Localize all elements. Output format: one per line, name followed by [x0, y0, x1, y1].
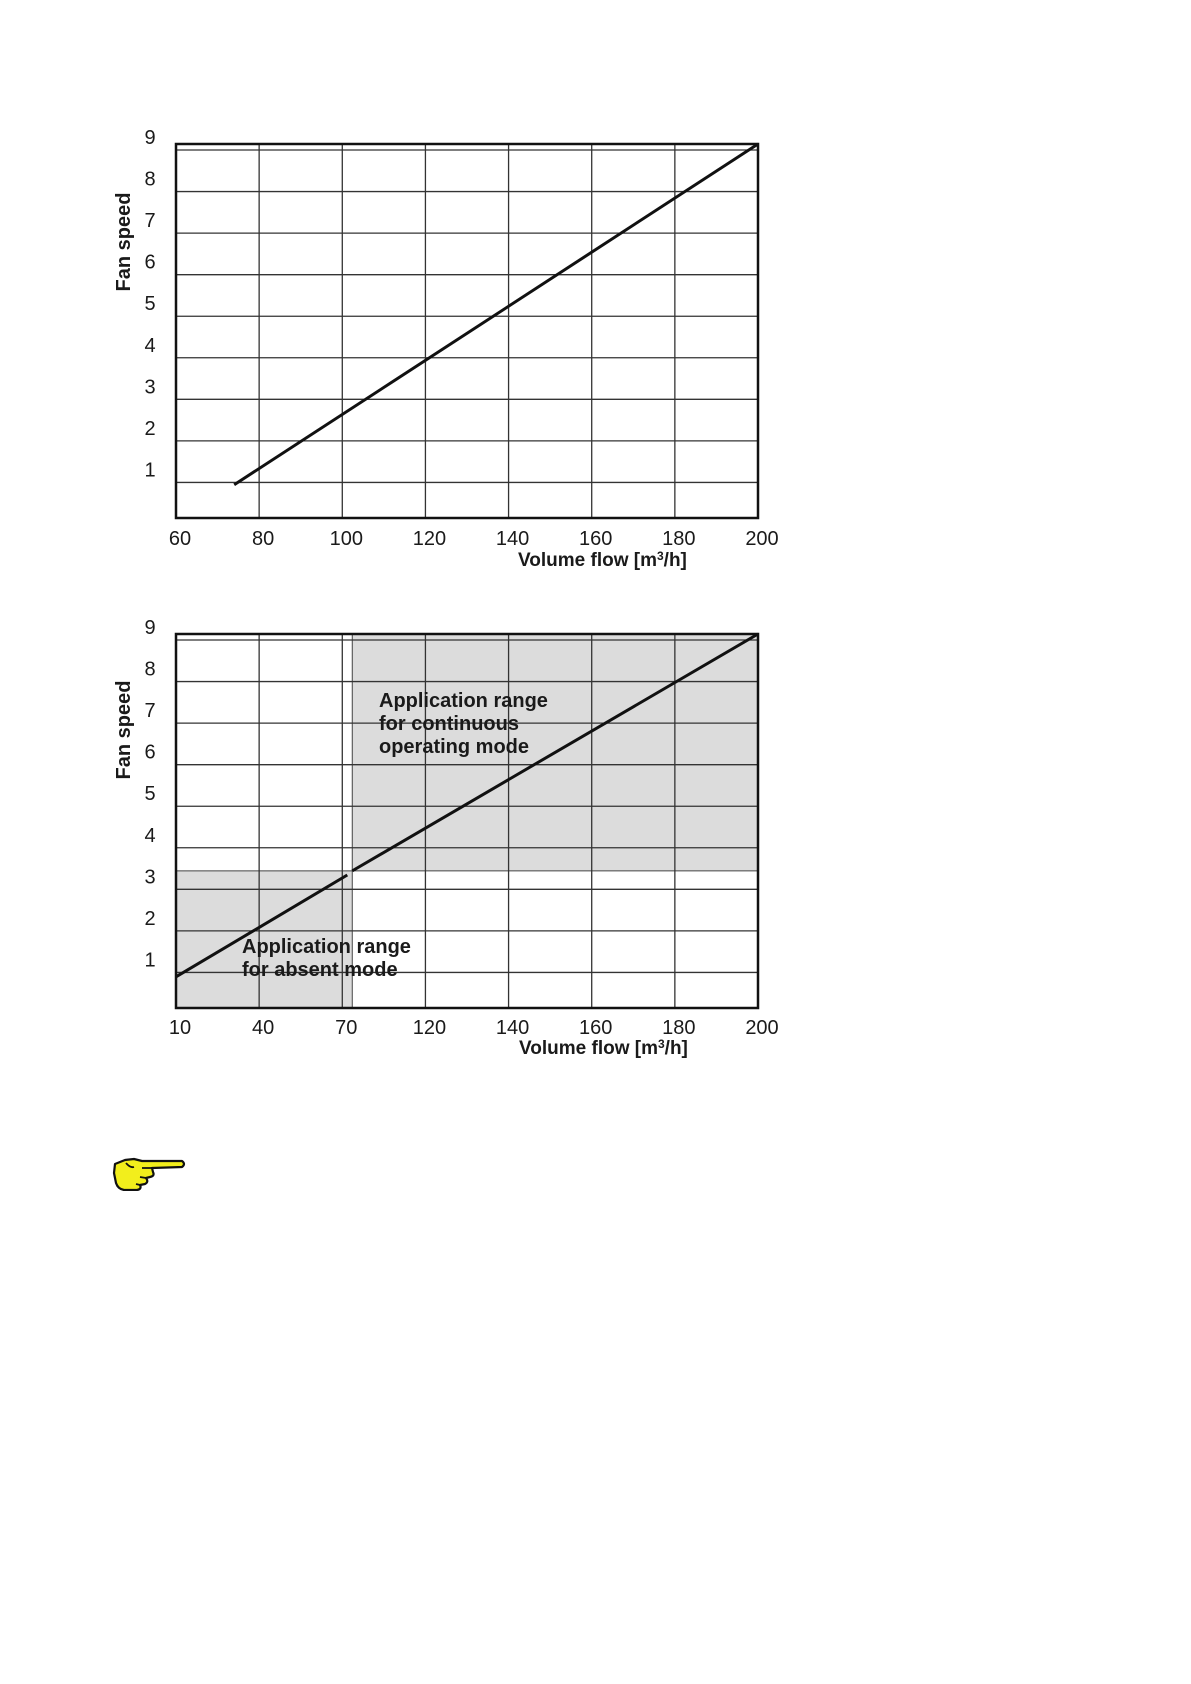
series-line	[233, 142, 759, 487]
plot-frame	[174, 632, 760, 1010]
x-tick-label: 100	[330, 528, 363, 550]
y-tick-label: 5	[144, 293, 155, 315]
y-tick-labels: 1 2 3 4 5 6 7 8 9	[144, 127, 155, 481]
y-tick-label: 9	[144, 127, 155, 149]
y-axis-label: Fan speed	[113, 193, 135, 292]
y-tick-label: 1	[144, 949, 155, 971]
y-tick-label: 4	[144, 825, 155, 847]
y-tick-label: 5	[144, 783, 155, 805]
region-absent	[175, 870, 353, 1009]
x-tick-label: 120	[413, 528, 446, 550]
y-tick-labels: 1 2 3 4 5 6 7 8 9	[144, 617, 155, 971]
hand-shape	[112, 1157, 186, 1191]
x-tick-label: 180	[662, 1017, 695, 1039]
y-tick-label: 8	[144, 169, 155, 191]
x-tick-label: 140	[496, 528, 529, 550]
y-tick-label: 2	[144, 418, 155, 440]
y-axis-label: Fan speed	[113, 681, 135, 780]
y-tick-label: 1	[144, 459, 155, 481]
y-tick-label: 2	[144, 908, 155, 930]
x-tick-labels: 10 40 70 120 140 160 180 200	[169, 1017, 779, 1039]
y-tick-label: 7	[144, 210, 155, 232]
x-tick-label: 200	[745, 1017, 778, 1039]
pointing-hand-icon	[112, 1157, 186, 1191]
x-tick-label: 60	[169, 528, 191, 550]
x-tick-label: 40	[252, 1017, 274, 1039]
x-tick-label: 10	[169, 1017, 191, 1039]
y-tick-label: 7	[144, 700, 155, 722]
series-line	[175, 873, 349, 979]
y-tick-label: 8	[144, 659, 155, 681]
plot-frame	[174, 142, 760, 520]
x-tick-label: 140	[496, 1017, 529, 1039]
x-tick-label: 200	[745, 528, 778, 550]
x-tick-labels: 60 80 100 120 140 160 180 200	[169, 528, 779, 550]
x-axis-label: Volume flow [m3/h]	[519, 1037, 688, 1059]
x-tick-label: 70	[335, 1017, 357, 1039]
y-tick-label: 3	[144, 376, 155, 398]
series-lines	[175, 632, 759, 979]
y-tick-label: 6	[144, 252, 155, 274]
region-label-continuous: Application range for continuous operati…	[379, 690, 553, 758]
chart-volume-flow-fan-speed: 60 80 100 120 140 160 180 200 1 2 3 4 5 6 7 8 9 Fan spe…	[113, 127, 779, 571]
series-line	[351, 632, 759, 873]
chart-application-range: 10 40 70 120 140 160 180 200 1 2 3 4 5 6 7 8 9 Applicat…	[113, 617, 779, 1059]
x-tick-label: 120	[413, 1017, 446, 1039]
y-tick-label: 6	[144, 742, 155, 764]
region-label-absent: Application range for absent mode	[242, 936, 416, 981]
x-tick-label: 80	[252, 528, 274, 550]
x-tick-label: 180	[662, 528, 695, 550]
y-tick-label: 9	[144, 617, 155, 639]
x-axis-label: Volume flow [m3/h]	[518, 549, 687, 571]
x-tick-label: 160	[579, 1017, 612, 1039]
y-tick-label: 3	[144, 866, 155, 888]
hand-finger-lines	[125, 1162, 152, 1186]
y-tick-label: 4	[144, 335, 155, 357]
x-tick-label: 160	[579, 528, 612, 550]
chart-grid	[175, 144, 759, 518]
